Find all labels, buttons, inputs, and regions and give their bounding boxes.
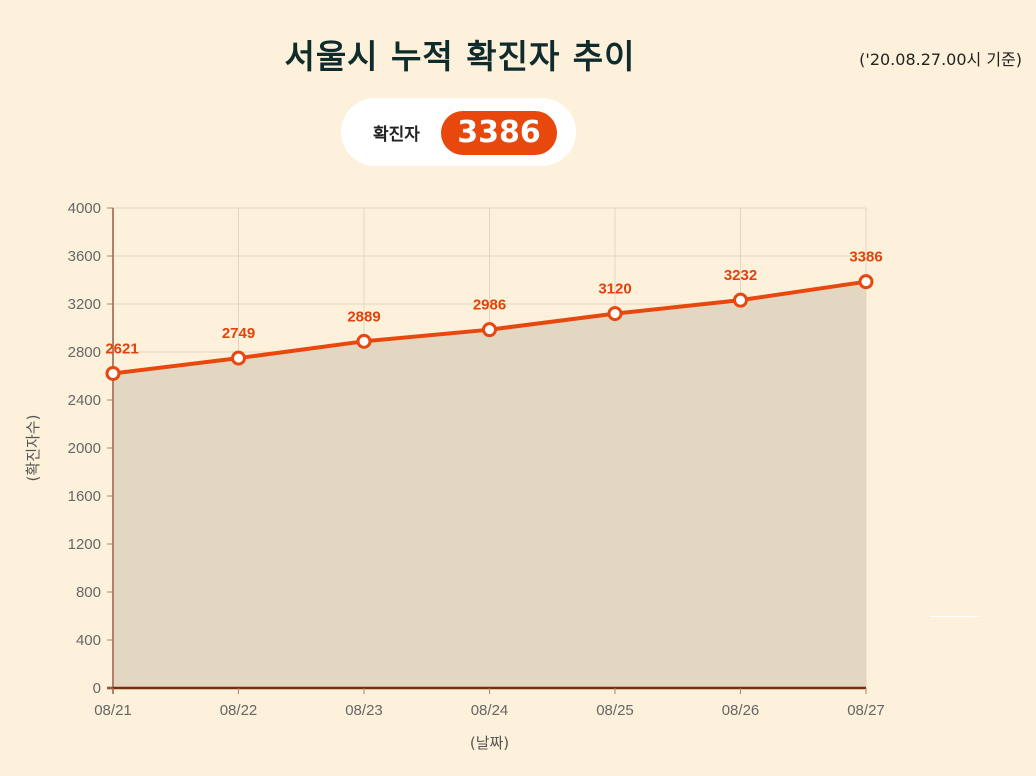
x-tick-label: 08/27 — [847, 702, 885, 719]
y-axis-title: (확진자수) — [24, 415, 42, 482]
y-tick-label: 1200 — [68, 536, 101, 553]
data-label: 3232 — [724, 267, 757, 284]
total-cases-value: 3386 — [441, 111, 557, 155]
x-tick-label: 08/23 — [345, 702, 383, 719]
data-points — [105, 274, 874, 381]
total-cases-label: 확진자 — [373, 125, 420, 145]
x-tick-label: 08/25 — [596, 702, 634, 719]
y-tick-label: 1600 — [68, 488, 101, 505]
data-point — [356, 333, 372, 349]
x-tick-label: 08/22 — [220, 702, 258, 719]
total-cases-badge: 확진자 3386 — [341, 98, 576, 166]
as-of-date: ('20.08.27.00시 기준) — [859, 50, 1022, 69]
data-point — [105, 365, 121, 381]
data-label: 3386 — [849, 249, 882, 266]
data-label: 2986 — [473, 297, 506, 314]
y-tick-labels: 0 400 800 1200 1600 2000 2400 2800 3200 3600 4000 — [68, 200, 101, 697]
data-point — [858, 274, 874, 290]
decorative-line — [930, 616, 980, 617]
y-tick-label: 3600 — [68, 248, 101, 265]
y-tick-label: 4000 — [68, 200, 101, 217]
data-point — [733, 292, 748, 308]
data-label: 2621 — [105, 340, 138, 357]
chart-title: 서울시 누적 확진자 추이 — [284, 37, 636, 76]
y-tick-label: 3200 — [68, 296, 101, 313]
data-label: 2749 — [222, 325, 255, 342]
x-tick-label: 08/24 — [471, 702, 509, 719]
y-tick-label: 400 — [76, 632, 101, 649]
y-tick-label: 0 — [93, 680, 101, 697]
y-tick-label: 2400 — [68, 392, 101, 409]
data-labels: 2621 2749 2889 2986 3120 3232 3386 — [105, 249, 882, 358]
data-label: 2889 — [347, 308, 380, 325]
data-point — [231, 350, 246, 366]
y-tick-label: 2800 — [68, 344, 101, 361]
y-tick-label: 800 — [76, 584, 101, 601]
data-point — [607, 306, 623, 322]
x-axis-title: (날짜) — [470, 734, 509, 752]
area-fill — [113, 281, 866, 688]
data-point — [482, 322, 497, 338]
x-tick-label: 08/26 — [722, 702, 760, 719]
x-tick-label: 08/21 — [94, 702, 132, 719]
y-tick-label: 2000 — [68, 440, 101, 457]
data-label: 3120 — [598, 281, 631, 298]
axes — [107, 207, 867, 694]
x-tick-labels: 08/21 08/22 08/23 08/24 08/25 08/26 08/27 — [94, 702, 885, 719]
